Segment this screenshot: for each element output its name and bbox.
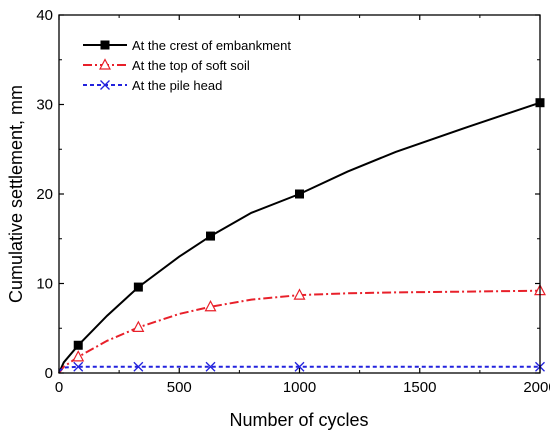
series-3: [58, 361, 545, 373]
y-tick-label: 10: [36, 276, 53, 293]
y-tick-label: 0: [45, 365, 53, 382]
series-line: [58, 289, 541, 374]
data-point: [73, 361, 84, 372]
legend-label: At the top of soft soil: [132, 58, 250, 73]
y-axis-title: Cumulative settlement, mm: [6, 85, 26, 303]
legend-label: At the crest of embankment: [132, 38, 291, 53]
marker-stroke: [205, 361, 216, 372]
series-2: [58, 283, 546, 374]
y-tick-label: 20: [36, 186, 53, 203]
x-tick-label: 0: [55, 379, 63, 396]
marker-stroke: [73, 361, 84, 372]
x-tick-label: 1500: [403, 379, 436, 396]
data-point: [132, 320, 145, 332]
y-tick-label: 30: [36, 97, 53, 114]
legend-item-2: At the top of soft soil: [83, 58, 250, 73]
legend-marker: [99, 58, 111, 70]
legend-marker: [100, 80, 110, 90]
data-point: [72, 350, 85, 362]
legend-item-1: At the crest of embankment: [83, 38, 291, 53]
series-1: [58, 98, 545, 374]
x-tick-label: 1000: [283, 379, 316, 396]
data-point: [206, 231, 216, 241]
data-point: [133, 361, 144, 372]
data-point: [295, 189, 304, 199]
data-point: [73, 340, 83, 350]
legend: At the crest of embankment At the top of …: [83, 38, 291, 93]
x-tick-label: 500: [167, 379, 192, 396]
legend-item-3: At the pile head: [83, 78, 222, 93]
legend-marker: [100, 40, 110, 50]
data-point: [293, 288, 306, 300]
marker-stroke: [100, 80, 110, 90]
marker-stroke: [294, 361, 305, 372]
data-point: [204, 299, 217, 312]
legend-label: At the pile head: [132, 78, 222, 93]
y-tick-label: 40: [36, 7, 53, 24]
x-axis-title: Number of cycles: [229, 410, 368, 430]
data-point: [205, 361, 216, 372]
series-line: [58, 101, 541, 374]
data-point: [133, 282, 143, 292]
marker-stroke: [133, 361, 144, 372]
data-point: [294, 361, 305, 372]
series-layer: [58, 98, 546, 374]
